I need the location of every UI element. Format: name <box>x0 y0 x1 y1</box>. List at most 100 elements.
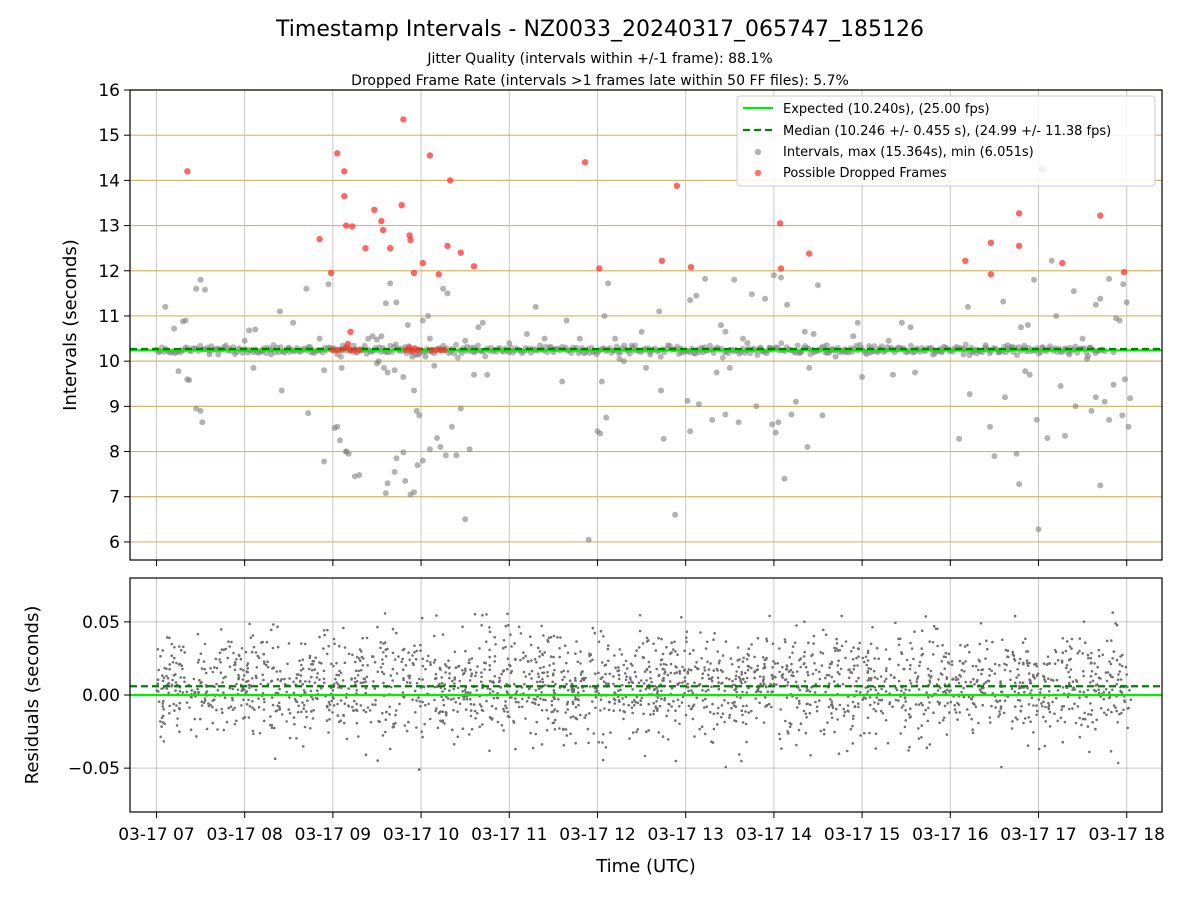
residual-point <box>774 675 777 679</box>
interval-point <box>442 452 449 459</box>
residual-point <box>162 676 166 680</box>
residual-point <box>613 698 617 702</box>
residual-point <box>647 729 650 732</box>
residual-point <box>685 640 688 644</box>
residual-point <box>838 672 841 676</box>
residual-point <box>924 708 927 712</box>
residual-point <box>917 703 921 706</box>
residual-point <box>914 703 918 706</box>
residual-point <box>988 667 991 671</box>
residual-point <box>788 725 792 729</box>
residual-point <box>673 672 676 675</box>
residual-point <box>588 712 591 715</box>
residual-point <box>254 651 258 654</box>
residual-point <box>458 679 462 683</box>
residual-point <box>287 642 291 645</box>
residual-point <box>524 654 527 658</box>
residual-point <box>576 691 580 694</box>
residual-point <box>594 706 597 710</box>
residual-point <box>415 726 418 729</box>
interval-point <box>695 401 702 408</box>
residual-point <box>512 721 516 724</box>
residual-point <box>465 697 469 701</box>
residual-point <box>1034 662 1038 666</box>
interval-point <box>898 319 905 326</box>
residual-point <box>420 616 424 620</box>
residual-point <box>778 737 782 741</box>
residual-point <box>1086 725 1090 728</box>
residual-point <box>684 713 688 717</box>
residual-point <box>735 670 738 673</box>
residual-point <box>298 680 302 683</box>
residual-point <box>839 667 843 671</box>
residual-point <box>716 712 719 715</box>
residual-point <box>977 721 980 725</box>
residual-point <box>499 686 503 689</box>
interval-point <box>303 285 310 292</box>
residual-point <box>504 700 507 703</box>
residual-point <box>964 680 967 684</box>
residual-point <box>848 668 851 671</box>
interval-point <box>206 351 213 358</box>
residual-point <box>347 705 351 708</box>
residual-point <box>778 732 781 736</box>
residual-point <box>331 689 335 692</box>
interval-point <box>850 333 857 340</box>
residual-point <box>1009 669 1012 673</box>
residual-point <box>692 649 695 652</box>
residual-point <box>354 660 357 664</box>
residual-point <box>414 658 418 661</box>
residual-point <box>533 701 536 705</box>
residual-point <box>196 687 199 691</box>
residual-point <box>255 676 258 680</box>
residual-point <box>556 636 559 639</box>
residual-point <box>936 689 940 692</box>
residual-point <box>762 682 766 686</box>
residual-point <box>660 697 663 701</box>
residual-point <box>946 702 949 705</box>
residual-point <box>271 646 275 650</box>
legend-median-label: Median (10.246 +/- 0.455 s), (24.99 +/- … <box>783 124 1111 139</box>
residual-point <box>821 652 825 655</box>
residual-point <box>649 670 652 674</box>
residual-point <box>384 730 387 734</box>
dropped-frame-point <box>1059 259 1066 267</box>
residual-point <box>665 714 668 718</box>
x-tick-label: 03-17 15 <box>824 825 900 845</box>
residual-point <box>495 696 499 700</box>
residual-point <box>736 659 739 662</box>
residual-point <box>856 647 860 650</box>
residual-point <box>408 681 412 684</box>
residual-point <box>591 700 594 703</box>
residual-point <box>339 719 343 722</box>
residual-point <box>379 641 383 644</box>
residual-point <box>342 721 346 725</box>
residual-point <box>170 654 173 657</box>
interval-point <box>278 387 285 394</box>
interval-point <box>448 423 455 430</box>
residual-point <box>884 719 888 722</box>
residual-point <box>574 698 577 701</box>
residual-point <box>1041 705 1044 708</box>
residual-point <box>1013 690 1017 693</box>
residual-point <box>665 645 668 649</box>
interval-point <box>369 333 376 340</box>
residual-point <box>391 679 394 682</box>
residual-point <box>176 717 179 720</box>
residual-point <box>647 660 651 664</box>
residual-point <box>174 681 178 684</box>
residual-point <box>866 649 870 653</box>
residual-point <box>931 641 935 644</box>
residual-point <box>1078 649 1081 653</box>
residual-point <box>475 712 479 715</box>
residual-point <box>414 711 417 714</box>
residual-point <box>421 700 424 704</box>
residual-point <box>831 706 835 710</box>
dropped-frame-point <box>658 257 666 264</box>
residual-point <box>640 696 644 700</box>
residual-point <box>935 683 939 686</box>
residual-point <box>542 671 546 675</box>
residual-point <box>623 672 627 675</box>
residual-point <box>422 685 426 689</box>
residual-point <box>388 747 392 751</box>
